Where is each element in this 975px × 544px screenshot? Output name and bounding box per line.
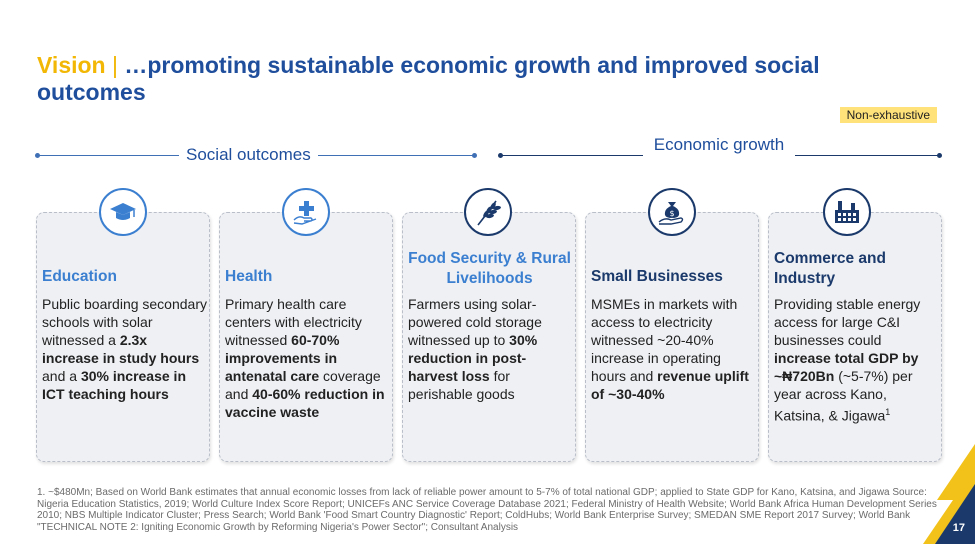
highlight-text: revenue uplift of ~30-40% xyxy=(591,368,749,402)
body-text: and a xyxy=(42,368,81,384)
social-outcomes-label: Social outcomes xyxy=(179,145,318,165)
highlight-text: 60-70% improvements in antenatal care xyxy=(225,332,340,384)
card-title: Commerce and Industry xyxy=(774,250,886,287)
card-title: Health xyxy=(225,268,273,285)
card-body: Farmers using solar-powered cold storage… xyxy=(408,295,573,403)
page-number: 17 xyxy=(952,522,965,534)
card-food-security: Food Security & Rural Livelihoods Farmer… xyxy=(402,212,576,462)
body-text: Public boarding secondary schools with s… xyxy=(42,296,207,348)
body-text: Farmers using solar-powered cold storage… xyxy=(408,296,542,348)
card-body: Providing stable energy access for large… xyxy=(774,295,939,425)
body-text: Providing stable energy access for large… xyxy=(774,296,921,348)
footnote-sources: 1. ~$480Mn; Based on World Bank estimate… xyxy=(37,487,937,533)
card-title: Food Security & Rural Livelihoods xyxy=(408,250,571,287)
title-vision: Vision xyxy=(37,52,106,78)
highlight-text: 40-60% reduction in vaccine waste xyxy=(225,386,385,420)
economic-line-end-dot xyxy=(937,153,942,158)
highlight-text: 2.3x increase in study hours xyxy=(42,332,200,366)
highlight-text: 30% reduction in post-harvest loss xyxy=(408,332,538,384)
body-text: Primary health care centers with electri… xyxy=(225,296,362,348)
card-commerce-industry: Commerce and Industry Providing stable e… xyxy=(768,212,942,462)
card-title: Small Businesses xyxy=(591,268,723,285)
card-body: MSMEs in markets with access to electric… xyxy=(591,295,756,403)
social-line-start-dot xyxy=(35,153,40,158)
money-bag-hand-icon: $ xyxy=(648,188,696,236)
svg-text:$: $ xyxy=(669,209,674,218)
title-separator: | xyxy=(112,52,118,78)
footnote-marker: 1 xyxy=(885,407,891,417)
body-text: MSMEs in markets with access to electric… xyxy=(591,296,738,384)
body-text: for perishable goods xyxy=(408,368,515,402)
economic-growth-label: Economic growth xyxy=(643,133,795,156)
card-body: Primary health care centers with electri… xyxy=(225,295,390,421)
social-line-end-dot xyxy=(472,153,477,158)
card-education: Education Public boarding secondary scho… xyxy=(36,212,210,462)
card-body: Public boarding secondary schools with s… xyxy=(42,295,207,403)
economic-line-start-dot xyxy=(498,153,503,158)
body-text: coverage and xyxy=(225,368,381,402)
wheat-icon xyxy=(464,188,512,236)
highlight-text: increase total GDP by ~₦720Bn xyxy=(774,350,919,384)
non-exhaustive-badge: Non-exhaustive xyxy=(839,107,937,123)
graduation-cap-icon xyxy=(99,188,147,236)
card-title: Education xyxy=(42,268,117,285)
corner-lightning-decoration xyxy=(923,444,975,544)
card-health: Health Primary health care centers with … xyxy=(219,212,393,462)
title-text: …promoting sustainable economic growth a… xyxy=(37,52,820,105)
medical-hand-icon xyxy=(282,188,330,236)
card-small-businesses: Small Businesses MSMEs in markets with a… xyxy=(585,212,759,462)
page-title: Vision | …promoting sustainable economic… xyxy=(37,52,917,106)
highlight-text: 30% increase in ICT teaching hours xyxy=(42,368,186,402)
body-text: (~5-7%) per year across Kano, Katsina, &… xyxy=(774,368,913,424)
factory-icon xyxy=(823,188,871,236)
